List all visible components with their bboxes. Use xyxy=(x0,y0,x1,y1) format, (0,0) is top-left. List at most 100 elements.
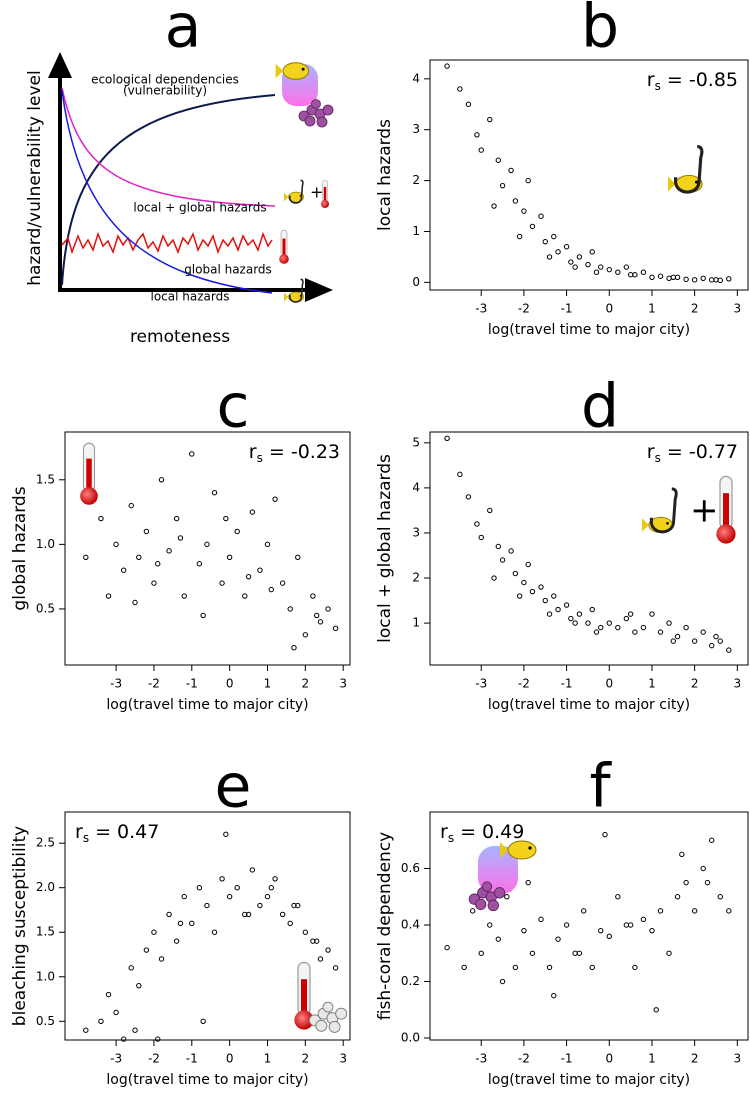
point xyxy=(704,879,711,886)
point xyxy=(589,606,595,613)
point xyxy=(151,929,157,935)
annotation-subscript: s xyxy=(257,451,263,465)
point xyxy=(491,203,497,209)
annotation-subscript: s xyxy=(83,831,89,845)
point xyxy=(713,633,719,640)
panel-f: f -3 -2 -1 0 1 2 3 0.0 0.2 0.4 0.6 log(travel time t… xyxy=(375,752,749,1088)
point xyxy=(495,936,501,942)
annotation-symbol: r xyxy=(647,69,655,91)
point xyxy=(555,249,561,255)
point xyxy=(166,548,172,554)
point xyxy=(649,927,655,934)
annotation-subscript: s xyxy=(655,79,661,93)
point xyxy=(317,619,324,625)
x-tick-label: 0 xyxy=(226,1052,234,1066)
point xyxy=(257,902,263,909)
point xyxy=(478,147,484,153)
point xyxy=(508,167,514,174)
point xyxy=(555,936,561,942)
point xyxy=(120,1036,127,1042)
point xyxy=(709,642,715,649)
point xyxy=(196,885,203,891)
point xyxy=(632,272,638,278)
point xyxy=(615,624,621,631)
point xyxy=(615,894,621,900)
annotation-subscript: s xyxy=(448,831,454,845)
point xyxy=(576,254,583,260)
point xyxy=(310,593,316,599)
point xyxy=(572,950,578,956)
point xyxy=(268,586,274,593)
x-tick-label: 1 xyxy=(648,302,656,316)
x-axis-label: remoteness xyxy=(130,327,230,347)
panel-d: d -3 -2 -1 0 1 2 3 1 2 3 4 5 log(travel time to major… xyxy=(375,372,749,713)
point xyxy=(499,182,506,189)
x-tick-label: 0 xyxy=(605,677,613,691)
point xyxy=(679,851,685,858)
x-tick-label: -3 xyxy=(475,1052,487,1066)
point xyxy=(606,933,612,940)
y-tick-label: 3 xyxy=(412,525,420,539)
plot-frame xyxy=(64,811,351,1041)
point xyxy=(465,101,472,107)
point xyxy=(542,597,548,604)
point xyxy=(291,902,297,909)
point xyxy=(242,911,248,918)
point xyxy=(602,831,608,838)
y-tick-label: 1.0 xyxy=(36,969,55,983)
point xyxy=(563,602,570,608)
point xyxy=(593,629,600,635)
curve-label: global hazards xyxy=(184,263,272,277)
point xyxy=(226,554,233,560)
point xyxy=(279,580,286,586)
point xyxy=(726,908,732,914)
point xyxy=(491,575,497,581)
point xyxy=(598,624,604,631)
point xyxy=(211,929,218,935)
x-axis-label: log(travel time to major city) xyxy=(106,697,308,713)
point xyxy=(572,620,578,626)
point xyxy=(606,620,612,626)
point xyxy=(499,978,506,985)
point xyxy=(313,612,320,619)
correlation-annotation: rs = -0.85 xyxy=(647,69,738,93)
point xyxy=(136,554,142,560)
curve-label: ecological dependencies xyxy=(91,73,239,87)
point xyxy=(627,272,634,278)
x-tick-label: 2 xyxy=(691,1052,699,1066)
point xyxy=(132,1027,138,1033)
point xyxy=(653,1007,659,1013)
annotation-text: = -0.23 xyxy=(269,441,340,463)
panel-letter: f xyxy=(589,752,612,822)
x-tick-label: -1 xyxy=(561,677,573,691)
point xyxy=(640,624,647,631)
x-tick-label: 0 xyxy=(226,677,234,691)
point xyxy=(211,490,218,496)
x-tick-label: 3 xyxy=(339,677,347,691)
icon-coral xyxy=(308,1001,348,1033)
panel-a: a hazard/vulnerability level remoteness … xyxy=(25,0,334,347)
y-axis-label: global hazards xyxy=(10,486,30,610)
point xyxy=(444,435,450,442)
curve-label: local hazards xyxy=(151,290,230,304)
x-axis-label: log(travel time to major city) xyxy=(106,1072,308,1088)
point xyxy=(487,922,493,928)
point xyxy=(287,606,293,612)
annotation-symbol: r xyxy=(75,821,83,843)
x-tick-label: -3 xyxy=(475,677,487,691)
annotation-text: = 0.47 xyxy=(95,821,159,843)
x-tick-label: -3 xyxy=(475,302,487,316)
point xyxy=(223,831,229,837)
point xyxy=(457,471,463,478)
point xyxy=(264,541,271,548)
x-axis-label: log(travel time to major city) xyxy=(488,697,690,713)
annotation-text: = -0.85 xyxy=(667,69,738,91)
point xyxy=(598,264,604,270)
point xyxy=(158,477,165,483)
x-tick-label: 2 xyxy=(691,302,699,316)
y-tick-label: 1 xyxy=(412,224,420,238)
point xyxy=(219,876,225,882)
point xyxy=(249,867,256,873)
point xyxy=(83,554,89,560)
point xyxy=(551,593,557,599)
